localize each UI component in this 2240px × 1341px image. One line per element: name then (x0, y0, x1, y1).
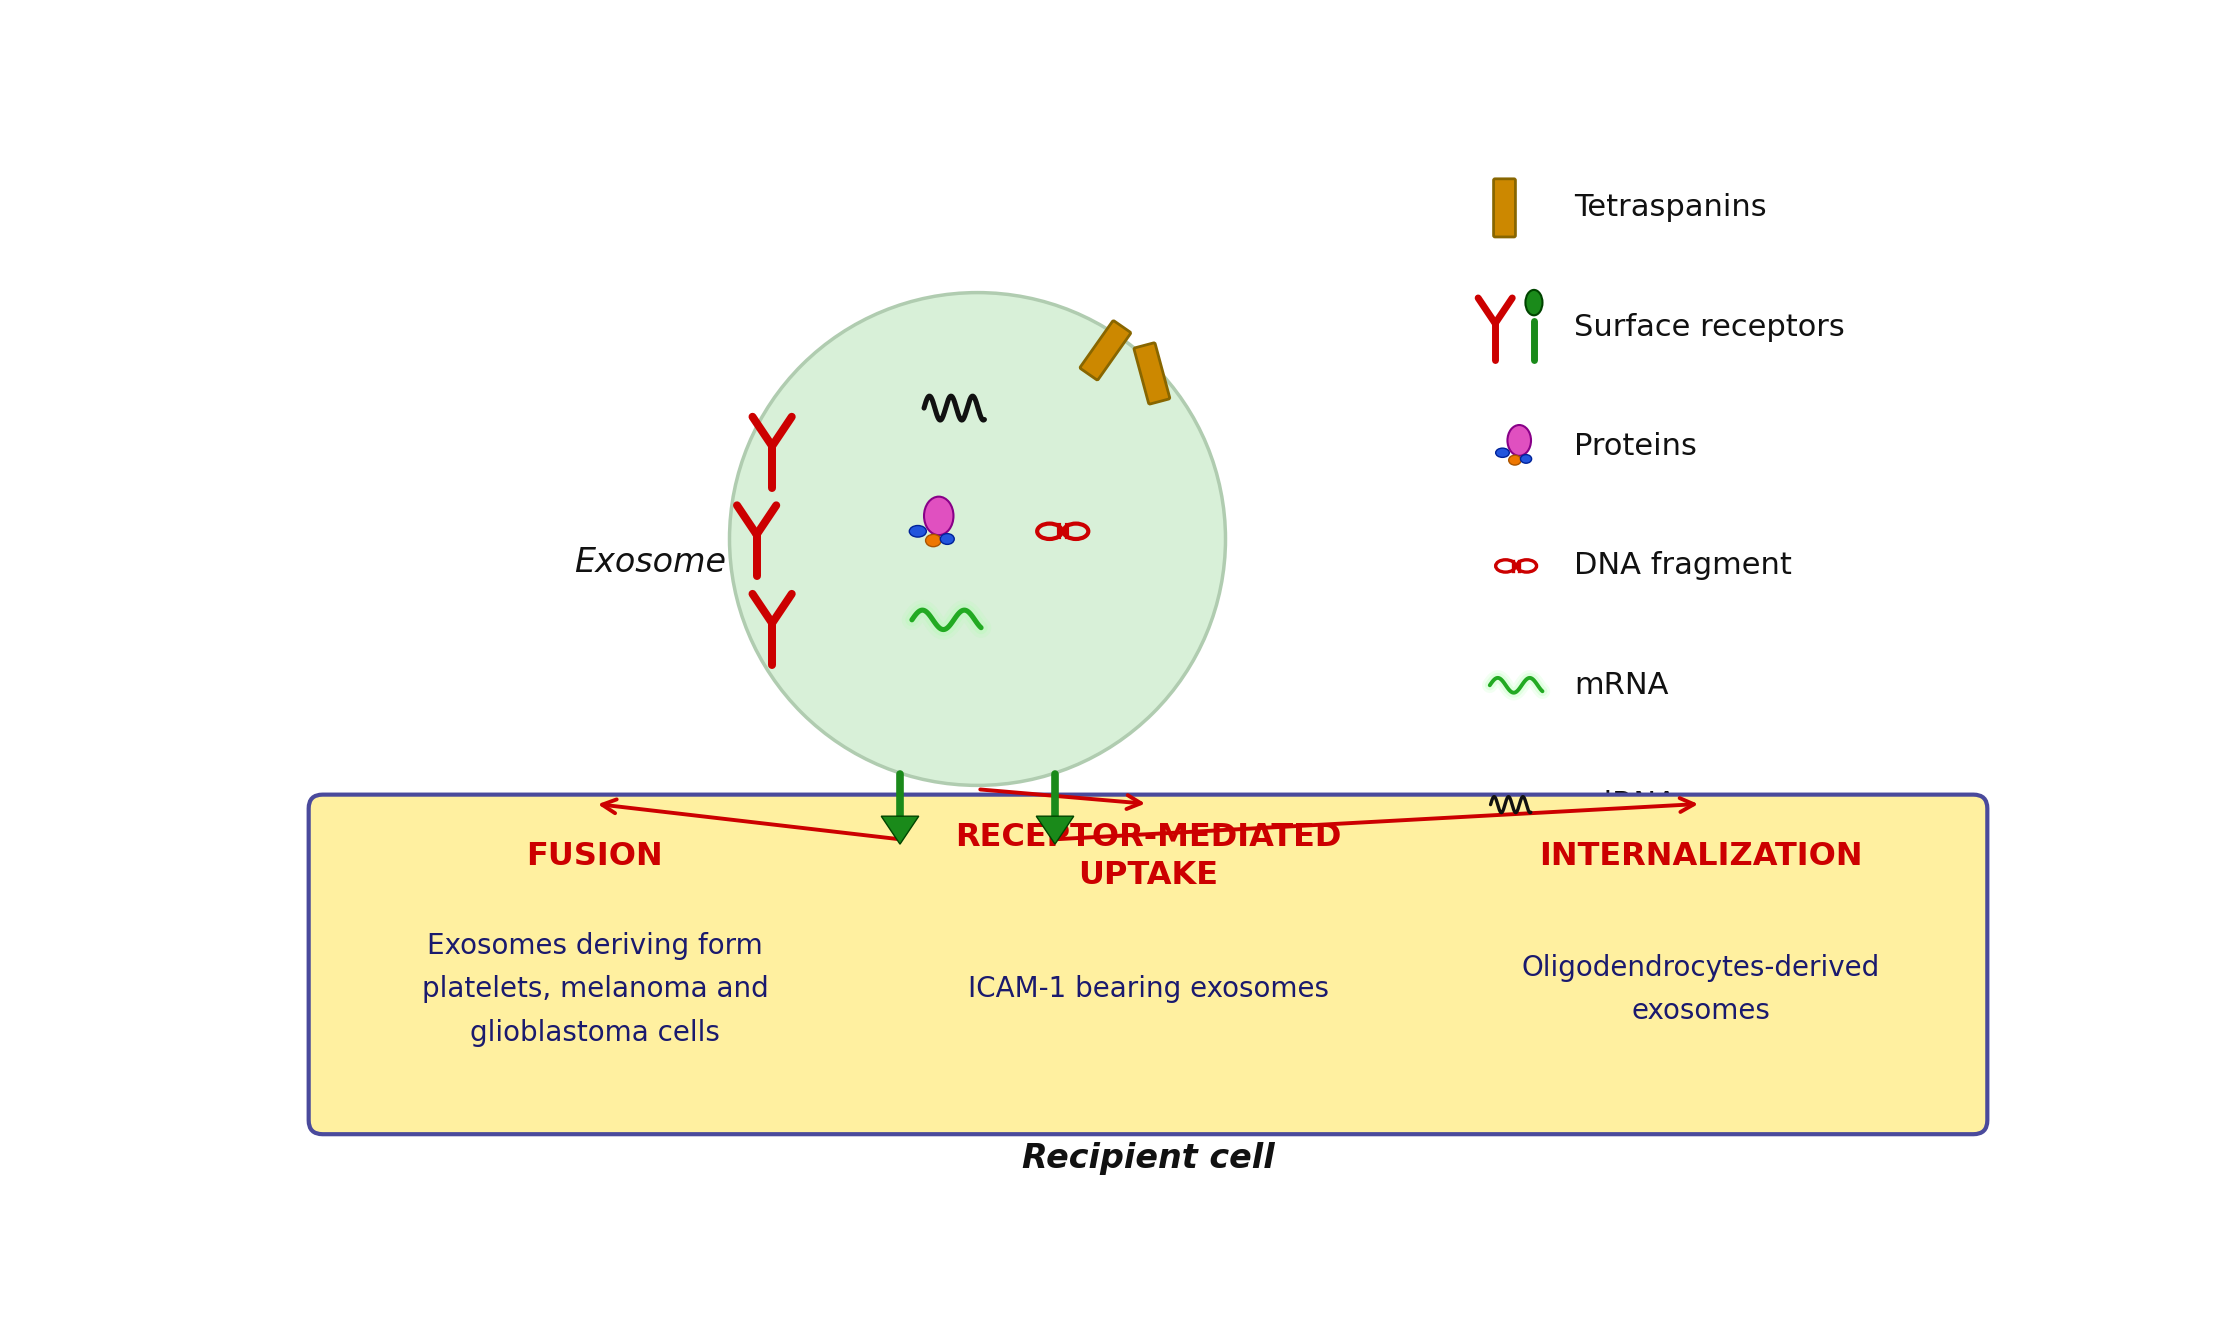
Ellipse shape (1521, 455, 1532, 463)
Text: Exosomes deriving form
platelets, melanoma and
glioblastoma cells: Exosomes deriving form platelets, melano… (421, 932, 768, 1047)
Ellipse shape (909, 526, 927, 536)
Text: Surface receptors: Surface receptors (1575, 312, 1846, 342)
Polygon shape (880, 817, 918, 843)
Text: Recipient cell: Recipient cell (1021, 1143, 1275, 1175)
Text: INTERNALIZATION: INTERNALIZATION (1539, 841, 1864, 872)
Ellipse shape (1510, 455, 1521, 465)
Text: Exosome: Exosome (573, 546, 726, 578)
Text: ICAM-1 bearing exosomes: ICAM-1 bearing exosomes (968, 975, 1328, 1003)
FancyBboxPatch shape (309, 795, 1987, 1134)
Text: DNA fragment: DNA fragment (1575, 551, 1792, 581)
Text: Tetraspanins: Tetraspanins (1575, 193, 1767, 223)
Text: mRNA: mRNA (1575, 670, 1669, 700)
Circle shape (730, 292, 1225, 786)
FancyBboxPatch shape (1494, 178, 1516, 237)
Text: FUSION: FUSION (526, 841, 663, 872)
Ellipse shape (1496, 448, 1510, 457)
Ellipse shape (1508, 425, 1530, 456)
FancyBboxPatch shape (1080, 320, 1131, 380)
Text: miRNA: miRNA (1575, 790, 1678, 819)
Ellipse shape (1525, 290, 1543, 315)
Text: RECEPTOR-MEDIATED
UPTAKE: RECEPTOR-MEDIATED UPTAKE (954, 822, 1342, 890)
FancyBboxPatch shape (1133, 343, 1169, 404)
Ellipse shape (941, 534, 954, 544)
Polygon shape (1037, 817, 1073, 843)
Ellipse shape (925, 496, 954, 535)
Text: Proteins: Proteins (1575, 432, 1698, 461)
Text: Oligodendrocytes-derived
exosomes: Oligodendrocytes-derived exosomes (1521, 953, 1879, 1025)
Ellipse shape (925, 534, 941, 547)
